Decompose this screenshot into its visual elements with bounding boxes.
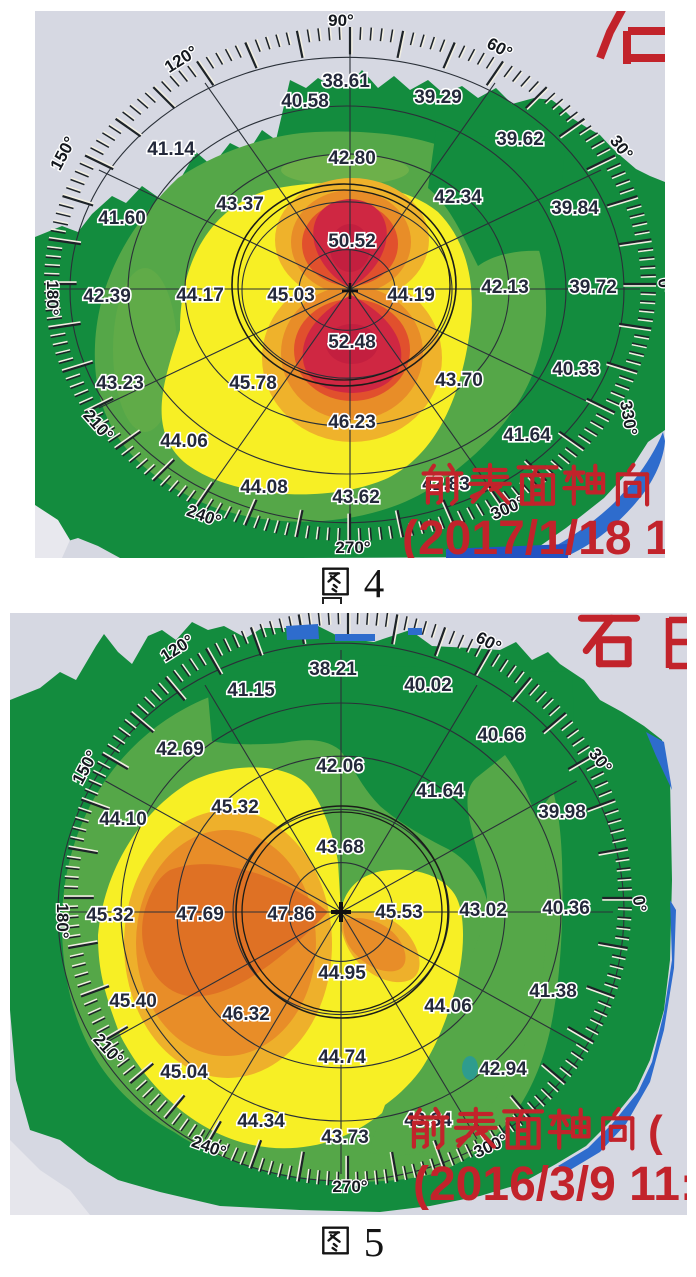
svg-text:180°: 180° [53, 903, 72, 938]
svg-text:270°: 270° [335, 538, 370, 557]
svg-text:40.66: 40.66 [477, 725, 525, 746]
svg-text:0°: 0° [654, 278, 674, 296]
svg-text:41.15: 41.15 [227, 680, 275, 701]
svg-text:39.62: 39.62 [496, 129, 544, 150]
svg-text:41.38: 41.38 [529, 981, 577, 1002]
svg-text:40.36: 40.36 [542, 898, 590, 919]
svg-text:(: ( [648, 1107, 663, 1156]
svg-text:40.33: 40.33 [552, 359, 600, 380]
svg-text:39.98: 39.98 [538, 802, 586, 823]
svg-text:43.37: 43.37 [216, 194, 264, 215]
svg-text:42.34: 42.34 [434, 187, 482, 208]
svg-text:44.74: 44.74 [318, 1047, 366, 1068]
svg-text:45.04: 45.04 [160, 1062, 208, 1083]
svg-text:39.29: 39.29 [414, 87, 462, 108]
svg-text:0°: 0° [629, 894, 651, 914]
svg-text:4: 4 [364, 560, 385, 606]
svg-text:39.84: 39.84 [551, 198, 599, 219]
svg-text:41.14: 41.14 [147, 139, 195, 160]
svg-text:42.06: 42.06 [316, 756, 364, 777]
svg-text:41.64: 41.64 [503, 425, 551, 446]
svg-text:42.94: 42.94 [479, 1059, 527, 1080]
svg-text:43.73: 43.73 [321, 1127, 369, 1148]
svg-text:41.60: 41.60 [98, 208, 146, 229]
svg-text:40.58: 40.58 [281, 91, 329, 112]
svg-text:180°: 180° [43, 280, 62, 315]
svg-text:(2016/3/9 11:: (2016/3/9 11: [413, 1158, 696, 1211]
svg-text:42.80: 42.80 [328, 148, 376, 169]
svg-text:45.32: 45.32 [211, 797, 259, 818]
svg-text:45.78: 45.78 [229, 373, 277, 394]
svg-text:47.86: 47.86 [267, 904, 315, 925]
svg-text:44.08: 44.08 [240, 477, 288, 498]
svg-text:38.21: 38.21 [309, 659, 357, 680]
svg-text:42.69: 42.69 [156, 739, 204, 760]
svg-text:38.61: 38.61 [322, 71, 370, 92]
svg-text:45.40: 45.40 [109, 991, 157, 1012]
svg-text:41.64: 41.64 [416, 781, 464, 802]
svg-text:44.19: 44.19 [387, 285, 435, 306]
svg-text:42.13: 42.13 [481, 277, 529, 298]
svg-text:44.06: 44.06 [424, 996, 472, 1017]
svg-text:44.06: 44.06 [160, 431, 208, 452]
svg-text:47.69: 47.69 [176, 904, 224, 925]
svg-text:44.95: 44.95 [318, 963, 366, 984]
svg-text:44.34: 44.34 [237, 1111, 285, 1132]
svg-text:52.48: 52.48 [328, 332, 376, 353]
svg-text:39.72: 39.72 [569, 277, 617, 298]
svg-text:270°: 270° [332, 1177, 367, 1196]
svg-text:46.32: 46.32 [222, 1004, 270, 1025]
svg-text:40.02: 40.02 [404, 675, 452, 696]
svg-text:330°: 330° [616, 399, 641, 437]
svg-text:45.53: 45.53 [375, 902, 423, 923]
svg-text:42.39: 42.39 [83, 286, 131, 307]
svg-text:43.70: 43.70 [435, 370, 483, 391]
svg-text:5: 5 [364, 1219, 385, 1265]
svg-text:43.02: 43.02 [459, 900, 507, 921]
svg-text:45.32: 45.32 [86, 905, 134, 926]
svg-text:50.52: 50.52 [328, 231, 376, 252]
svg-text:90°: 90° [328, 11, 354, 30]
svg-text:44.10: 44.10 [99, 809, 147, 830]
svg-text:45.03: 45.03 [267, 285, 315, 306]
svg-text:44.17: 44.17 [176, 285, 224, 306]
svg-text:(2017/1/18 1: (2017/1/18 1 [402, 512, 672, 565]
svg-text:43.68: 43.68 [316, 837, 364, 858]
svg-text:43.62: 43.62 [332, 487, 380, 508]
svg-text:43.23: 43.23 [96, 373, 144, 394]
svg-text:46.23: 46.23 [328, 412, 376, 433]
